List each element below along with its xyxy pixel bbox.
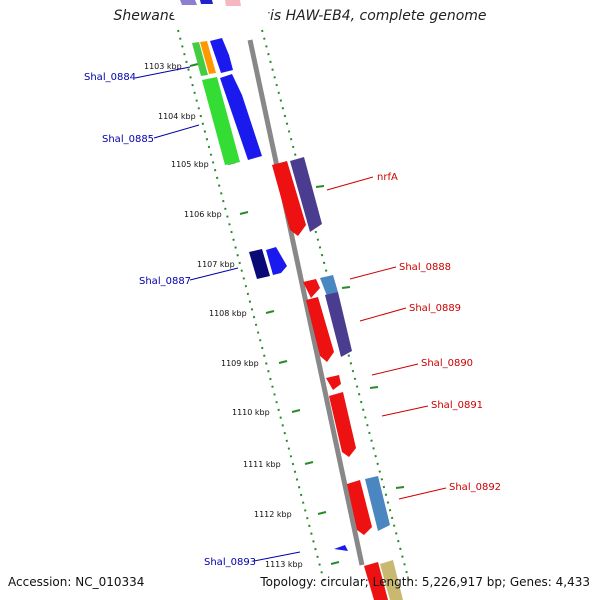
gene-arrow (200, 41, 216, 74)
gene-label-shal-0888[interactable]: Shal_0888 (399, 262, 451, 273)
gene-arrow (225, 0, 241, 6)
gene-label-shal-0890[interactable]: Shal_0890 (421, 358, 473, 369)
gene-arrow (290, 157, 322, 232)
gene-label-shal-0892[interactable]: Shal_0892 (449, 482, 501, 493)
leader-line (134, 66, 191, 79)
leader-line (153, 124, 200, 139)
genome-backbone (247, 39, 365, 566)
kbp-label: 1113 kbp (265, 560, 303, 569)
gene-label-shal-0891[interactable]: Shal_0891 (431, 400, 483, 411)
kbp-label: 1112 kbp (254, 510, 292, 519)
gene-arrow (329, 392, 356, 457)
leader-line (253, 551, 301, 562)
gene-arrow (200, 0, 213, 4)
gene-label-shal-0885[interactable]: Shal_0885 (102, 134, 154, 145)
gene-arrow (326, 375, 341, 390)
gene-arrow (202, 77, 240, 165)
accession-text: Accession: NC_010334 (8, 575, 145, 589)
kbp-label: 1109 kbp (221, 359, 259, 368)
leader-line (326, 176, 374, 191)
kbp-label: 1106 kbp (184, 210, 222, 219)
kbp-label: 1110 kbp (232, 408, 270, 417)
leader-line (189, 267, 239, 281)
leader-line (359, 307, 407, 322)
gene-label-nrfa[interactable]: nrfA (377, 172, 398, 183)
leader-line (398, 487, 447, 500)
gene-arrow (320, 275, 338, 296)
gene-label-shal-0893[interactable]: Shal_0893 (204, 557, 256, 568)
gene-arrow (180, 0, 197, 5)
gene-arrow (347, 480, 372, 535)
leader-line (371, 363, 419, 376)
gene-arrow (210, 38, 233, 73)
gene-arrow (272, 161, 306, 236)
gene-arrow (306, 297, 334, 362)
kbp-label: 1111 kbp (243, 460, 281, 469)
gene-arrow (325, 292, 352, 357)
kbp-label: 1107 kbp (197, 260, 235, 269)
gene-arrow (303, 279, 320, 298)
kbp-label: 1103 kbp (144, 62, 182, 71)
gene-arrow (249, 249, 270, 279)
leader-line (381, 405, 429, 417)
gene-arrow (380, 560, 403, 600)
genome-summary: Topology: circular; Length: 5,226,917 bp… (260, 575, 590, 589)
gene-arrow (266, 247, 287, 275)
gene-arrow (365, 476, 390, 531)
kbp-label: 1104 kbp (158, 112, 196, 121)
gene-label-shal-0887[interactable]: Shal_0887 (139, 276, 191, 287)
gene-arrow (364, 562, 388, 600)
gene-arrow (334, 545, 348, 551)
kbp-label: 1105 kbp (171, 160, 209, 169)
gene-label-shal-0889[interactable]: Shal_0889 (409, 303, 461, 314)
leader-line (349, 266, 397, 280)
right-ticks (315, 185, 405, 489)
gene-arrow (220, 74, 262, 160)
kbp-label: 1108 kbp (209, 309, 247, 318)
gene-arrow (192, 42, 208, 76)
gene-label-shal-0884[interactable]: Shal_0884 (84, 72, 136, 83)
